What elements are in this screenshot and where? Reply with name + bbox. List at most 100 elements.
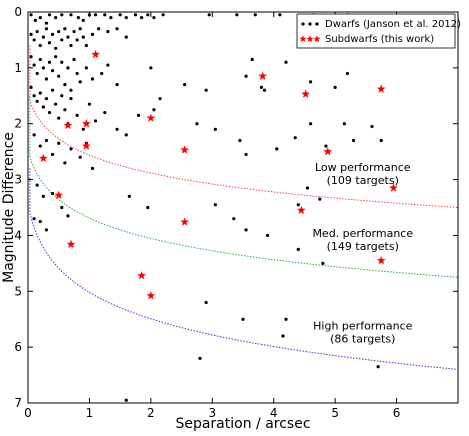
dwarf-dot-point	[284, 317, 288, 321]
dwarf-dot-point	[281, 334, 285, 338]
dwarf-dot-point	[50, 69, 55, 73]
dwarf-dot-point	[106, 63, 110, 67]
dwarf-dot-point	[50, 152, 55, 157]
dwarf-dot-point	[57, 74, 61, 78]
dwarf-dot-point	[32, 217, 36, 221]
subdwarf-star-point	[63, 120, 73, 130]
x-tick-label: 6	[393, 406, 401, 420]
dwarf-dot-point	[47, 13, 52, 17]
dwarf-dot-point	[47, 110, 52, 115]
dwarf-dot-point	[265, 233, 270, 238]
dwarf-dot-point	[90, 166, 95, 170]
dwarf-dot-point	[35, 71, 39, 76]
dwarf-dot-point	[207, 13, 211, 17]
curve-low-performance	[29, 45, 459, 208]
dwarf-dot-point	[370, 124, 374, 129]
dwarf-dot-point	[60, 60, 64, 64]
subdwarf-star-point	[137, 271, 147, 280]
dwarf-dot-point	[60, 94, 64, 98]
legend-dot	[301, 22, 305, 26]
performance-annotations: Low performance(109 targets) Med. perform…	[312, 161, 413, 345]
dwarf-dot-point	[44, 228, 49, 232]
dwarf-dot-point	[93, 13, 98, 17]
dwarf-dot-point	[38, 91, 42, 95]
dwarf-dot-point	[75, 113, 79, 117]
x-tick-label: 1	[86, 406, 94, 420]
annotation-count: (86 targets)	[330, 332, 395, 345]
dwarf-dot-point	[124, 133, 128, 137]
dwarf-dot-point	[66, 35, 70, 39]
y-tick-label: 6	[14, 340, 22, 354]
dwarf-dot-point	[50, 32, 55, 36]
dwarf-dot-point	[38, 15, 42, 20]
dwarf-dot-point	[321, 261, 325, 265]
dwarf-dot-point	[75, 38, 79, 42]
dwarf-dot-point	[262, 88, 267, 92]
dwarf-dot-point	[29, 13, 33, 17]
dwarf-dot-point	[93, 119, 98, 123]
dwarf-dot-point	[345, 71, 350, 76]
subdwarf-star-point	[323, 147, 333, 156]
subdwarf-star-point	[81, 141, 91, 150]
legend-dot	[315, 22, 319, 26]
annotation-title: High performance	[313, 319, 412, 332]
x-axis-title: Separation / arcsec	[175, 416, 310, 432]
x-tick-label: 0	[24, 406, 32, 420]
dwarf-dot-point	[38, 219, 42, 224]
dwarf-dot-point	[136, 113, 141, 117]
dwarf-dot-point	[32, 133, 36, 137]
dwarf-dot-point	[87, 102, 92, 106]
dwarf-dot-point	[78, 155, 82, 159]
y-tick-label: 2	[14, 117, 22, 131]
dwarf-dot-point	[63, 108, 67, 112]
y-tick-label: 3	[14, 173, 22, 187]
legend-subdwarfs-label: Subdwarfs (this work)	[325, 34, 434, 45]
dwarf-dot-point	[293, 136, 297, 140]
dwarf-dot-point	[318, 197, 322, 201]
subdwarf-star-point	[296, 205, 306, 215]
subdwarf-star-point	[38, 153, 48, 163]
legend: Dwarfs (Janson et al. 2012) Subdwarfs (t…	[296, 13, 461, 49]
dwarf-dot-point	[379, 138, 383, 143]
dwarf-dot-point	[84, 43, 88, 48]
dwarf-dot-point	[41, 66, 45, 70]
dwarf-dot-point	[63, 27, 67, 31]
dwarf-dot-point	[63, 83, 67, 87]
dwarf-dot-point	[38, 57, 42, 62]
x-tick-label: 5	[331, 406, 339, 420]
dwarf-dot-point	[97, 27, 101, 31]
annotation-count: (149 targets)	[327, 240, 399, 253]
legend-star	[313, 35, 321, 43]
y-tick-label: 1	[14, 61, 22, 75]
dwarf-dot-point	[133, 13, 138, 17]
dwarf-dot-point	[38, 144, 42, 148]
legend-star	[306, 35, 314, 43]
dwarf-dot-point	[78, 27, 82, 31]
dwarf-dot-point	[81, 35, 85, 39]
dwarf-dot-point	[57, 29, 61, 34]
dwarf-dot-point	[296, 203, 300, 207]
dwarf-dot-point	[376, 365, 380, 369]
subdwarf-star-point	[146, 291, 156, 300]
dwarf-dot-point	[50, 191, 55, 196]
dwarf-dot-point	[124, 15, 128, 20]
dwarf-dot-point	[253, 13, 257, 17]
legend-dwarfs-label: Dwarfs (Janson et al. 2012)	[325, 19, 461, 30]
dwarf-dot-point	[81, 18, 85, 22]
dwarf-dot-point	[76, 15, 80, 20]
dwarf-dot-point	[69, 13, 73, 17]
subdwarf-star-point	[54, 190, 64, 199]
subdwarf-star-point	[180, 145, 190, 154]
dwarf-dot-point	[124, 398, 128, 402]
dwarf-dot-point	[60, 13, 64, 17]
dwarf-dot-point	[241, 317, 245, 321]
dwarf-dot-point	[54, 102, 58, 106]
subdwarf-star-point	[146, 113, 156, 122]
dwarf-dot-point	[78, 80, 82, 84]
dwarf-dot-point	[38, 43, 42, 48]
dwarf-dot-point	[232, 217, 236, 221]
dwarf-dot-point	[100, 71, 104, 76]
dwarf-dot-point	[32, 94, 36, 98]
dwarf-dot-point	[90, 32, 95, 36]
dwarf-dot-point	[284, 60, 288, 64]
